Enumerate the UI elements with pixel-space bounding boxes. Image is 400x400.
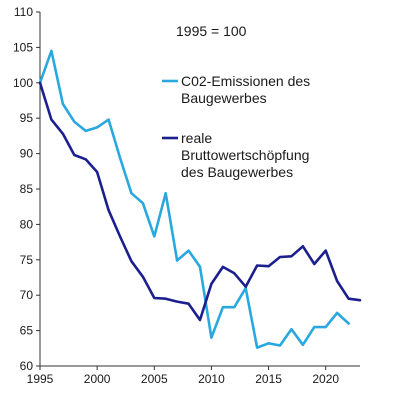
y-tick-label: 65 [20,324,34,338]
y-tick-label: 110 [14,5,33,19]
x-tick-label: 2020 [312,372,339,386]
legend-label-2: reale [181,130,212,146]
x-tick-label: 2015 [255,372,282,386]
y-tick-label: 70 [20,288,34,302]
legend-label-2: des Baugewerbes [181,164,293,180]
legend-label-1: Baugewerbes [181,90,267,106]
y-tick-label: 90 [20,147,34,161]
series-line-2 [38,81,362,322]
x-tick-label: 1995 [27,372,54,386]
y-tick-label: 80 [20,217,34,231]
y-tick-label: 100 [13,76,33,90]
x-tick-label: 2005 [141,372,168,386]
y-tick-label: 95 [20,111,34,125]
y-tick-label: 105 [13,40,33,54]
series-layer [38,49,362,349]
x-tick-label: 2000 [84,372,111,386]
chart-annotation: 1995 = 100 [176,23,247,39]
legend-label-2: Bruttowertschöpfung [181,147,309,163]
series-line-1 [38,49,350,349]
axes: 60 65 70 75 80 85 90 95 100 105 110 1995 2000 2005 201… [13,5,360,386]
x-tick-label: 2010 [198,372,225,386]
y-tick-label: 85 [20,182,34,196]
y-tick-label: 75 [20,253,34,267]
y-tick-label: 60 [20,359,34,373]
legend-label-1: C02-Emissionen des [181,73,310,89]
